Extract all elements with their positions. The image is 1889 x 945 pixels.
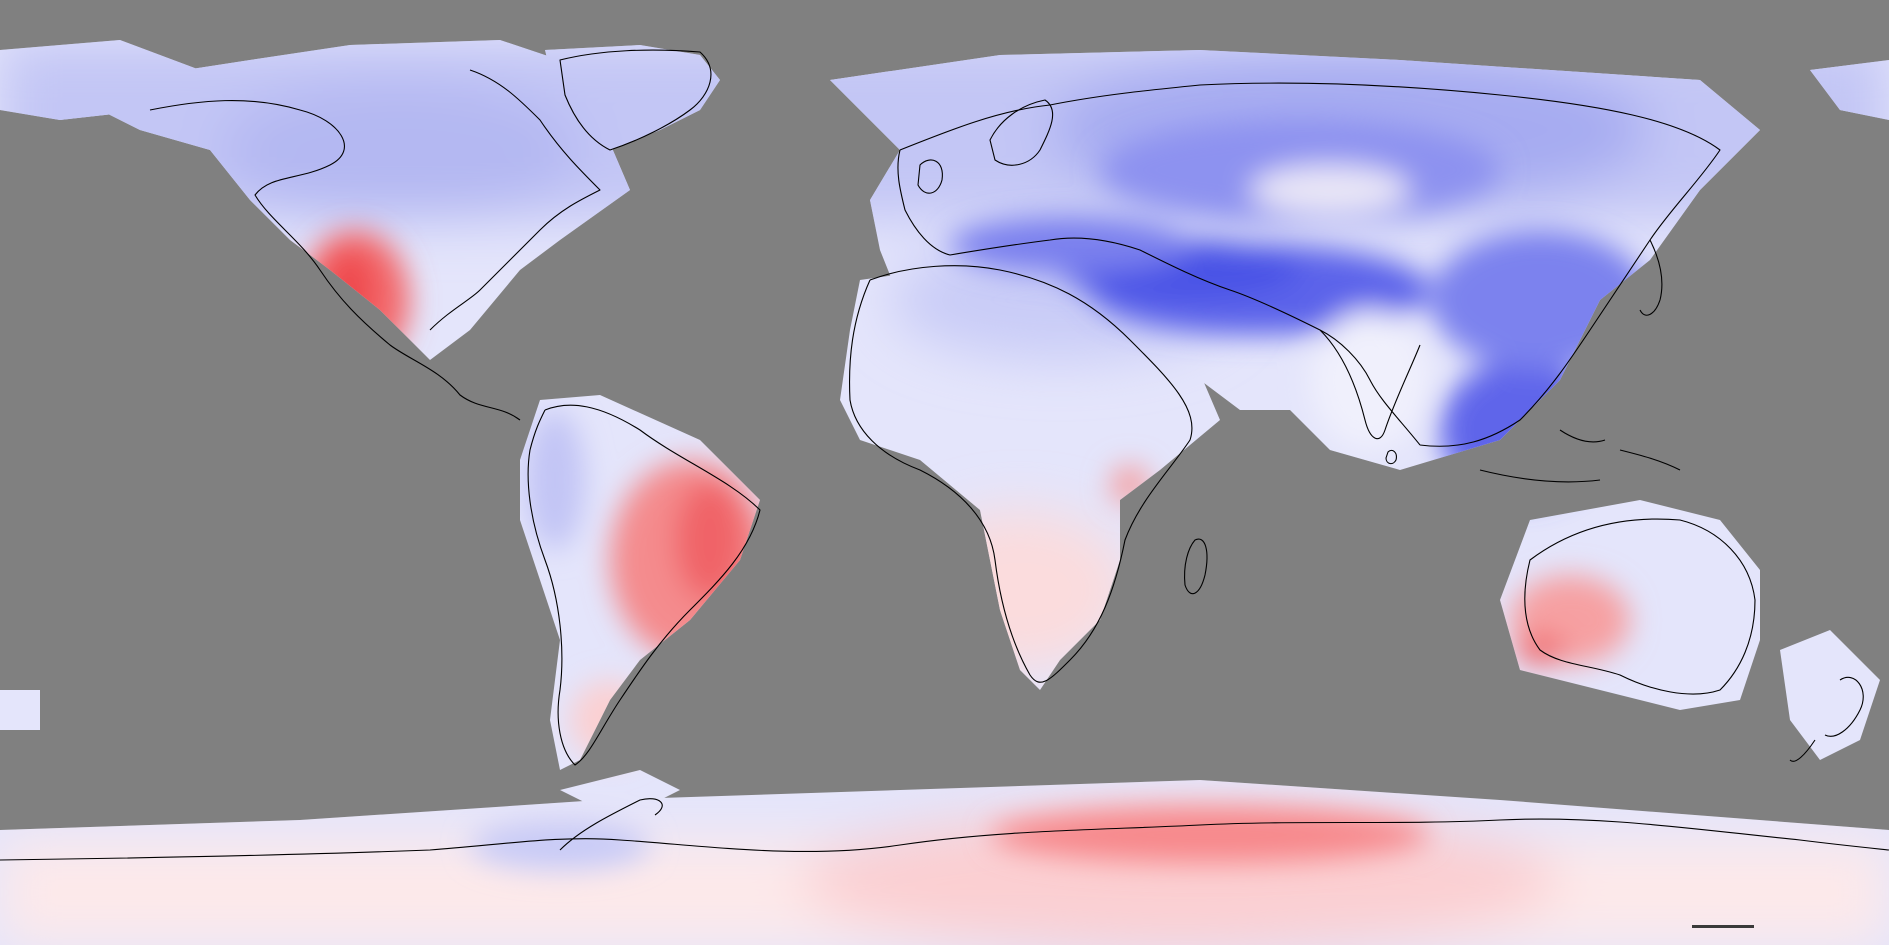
coastline-layer [0, 49, 1889, 861]
scale-bar [1692, 925, 1754, 928]
anomaly-field-layer [0, 40, 1889, 945]
